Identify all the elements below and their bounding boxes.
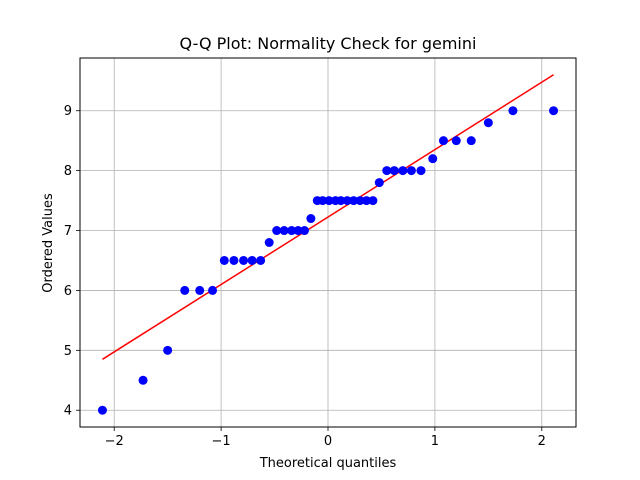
data-point	[355, 196, 365, 206]
x-tick-label: −1	[212, 434, 231, 449]
x-tick-label: 1	[431, 434, 439, 449]
data-point	[264, 238, 274, 247]
data-point	[324, 196, 334, 206]
data-point	[398, 166, 408, 176]
data-point	[349, 196, 359, 206]
y-tick-label: 7	[64, 224, 72, 239]
grid-lines	[80, 58, 576, 427]
data-point	[483, 118, 493, 128]
data-point	[287, 226, 297, 236]
y-tick-label: 5	[64, 344, 72, 359]
data-point	[180, 285, 190, 295]
x-tick-label: −2	[105, 434, 124, 449]
data-point	[239, 255, 249, 265]
data-point	[299, 226, 309, 236]
data-point	[229, 255, 239, 265]
data-point	[368, 196, 378, 206]
y-tick-label: 6	[64, 284, 72, 299]
data-point	[428, 154, 438, 164]
x-axis-title: Theoretical quantiles	[259, 456, 397, 471]
x-tick-label: 2	[538, 434, 546, 449]
x-tick-label: 0	[324, 434, 332, 449]
data-point	[138, 375, 148, 385]
data-point	[361, 196, 371, 206]
data-point	[208, 285, 218, 295]
data-point	[382, 166, 392, 176]
data-point	[336, 196, 346, 206]
data-point	[508, 106, 518, 116]
data-point	[549, 106, 559, 116]
chart-title: Q-Q Plot: Normality Check for gemini	[180, 34, 477, 53]
y-tick-label: 9	[64, 104, 72, 119]
data-point	[451, 136, 461, 146]
data-point	[374, 178, 384, 188]
data-point	[416, 166, 426, 176]
data-point	[247, 255, 257, 265]
y-axis-ticks: 4 5 6 7 8 9	[64, 104, 80, 419]
data-point	[389, 166, 399, 176]
data-points	[97, 106, 559, 415]
data-point	[438, 136, 448, 146]
fit-line	[102, 74, 554, 360]
fit-line-group	[102, 74, 554, 360]
data-point	[195, 285, 205, 295]
data-point	[342, 196, 352, 206]
y-tick-label: 4	[64, 404, 72, 419]
data-point	[306, 214, 316, 224]
data-point	[272, 226, 282, 236]
y-axis-title: Ordered Values	[41, 193, 56, 293]
data-point	[406, 166, 416, 176]
data-point	[293, 226, 303, 236]
data-point	[163, 345, 173, 355]
data-point	[97, 405, 107, 415]
data-point	[318, 196, 328, 206]
data-point	[279, 226, 289, 236]
data-point	[256, 255, 266, 265]
x-axis-ticks: −2 −1 0 1 2	[105, 427, 546, 449]
y-tick-label: 8	[64, 164, 72, 179]
data-point	[219, 255, 229, 265]
data-point	[466, 136, 476, 146]
